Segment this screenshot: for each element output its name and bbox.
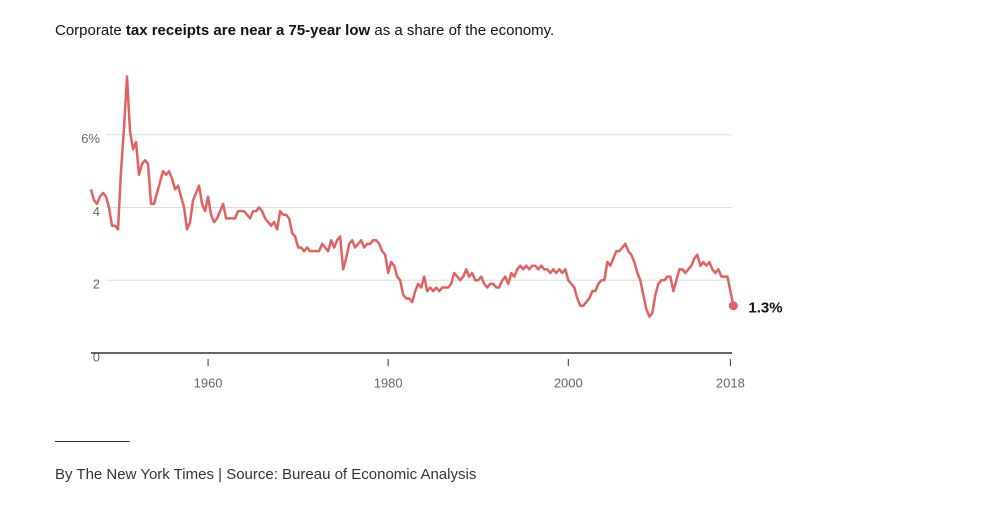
x-tick-label: 2018 <box>716 375 745 390</box>
x-tick-label: 1980 <box>374 375 403 390</box>
x-tick-label: 1960 <box>194 375 223 390</box>
separator <box>55 441 130 442</box>
chart: 0 2 4 6% 1960 1980 2000 2018 1.3% <box>81 75 783 390</box>
source: By The New York Times | Source: Bureau o… <box>55 466 477 483</box>
y-tick-label: 0 <box>93 349 100 364</box>
title-part: Corporate <box>55 22 126 39</box>
x-tick-label: 2000 <box>554 375 583 390</box>
title-part: tax receipts are near a 75-year low <box>125 22 371 39</box>
annotation: 1.3% <box>748 300 782 317</box>
end-point <box>728 301 738 311</box>
y-tick-label: 4 <box>93 204 100 219</box>
title-part: as a share of the economy. <box>370 22 555 39</box>
chart-title: Corporate tax receipts are near a 75-yea… <box>55 22 554 39</box>
y-tick-label: 6% <box>81 131 100 146</box>
line <box>89 75 735 318</box>
y-tick-label: 2 <box>93 277 100 292</box>
